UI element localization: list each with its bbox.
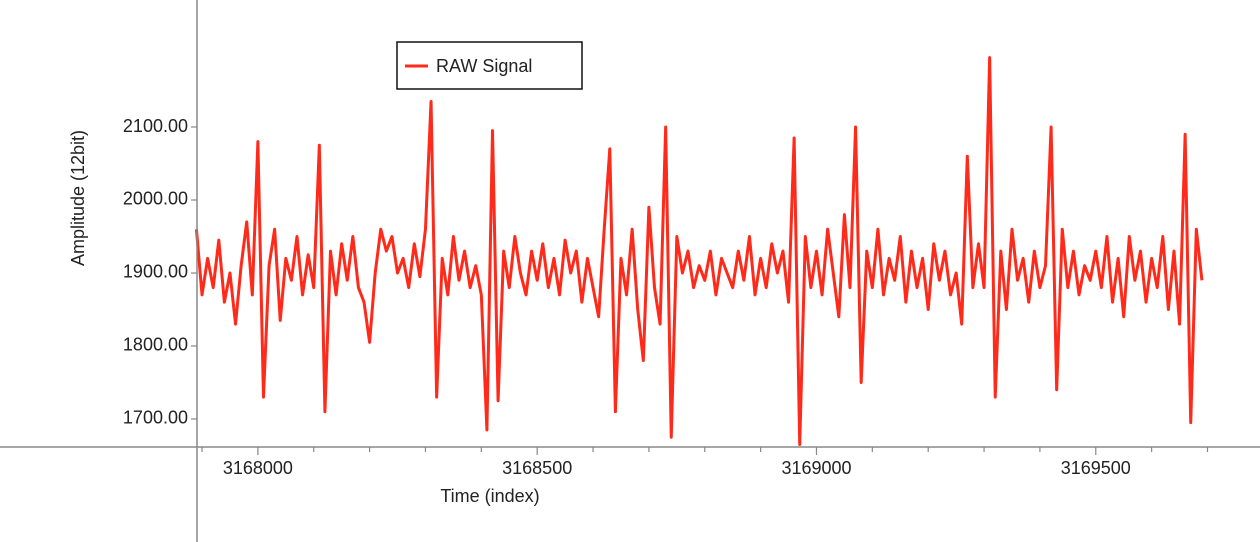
legend: RAW Signal	[396, 41, 583, 90]
y-tick-label: 1900.00	[123, 262, 188, 282]
y-tick-label: 1800.00	[123, 335, 188, 355]
x-tick-label: 3169000	[781, 458, 851, 478]
signal-line	[194, 56, 1204, 447]
legend-label: RAW Signal	[436, 56, 532, 76]
plot-area	[194, 56, 1204, 447]
x-tick-label: 3169500	[1061, 458, 1131, 478]
y-tick-label: 2100.00	[123, 116, 188, 136]
y-axis-title: Amplitude (12bit)	[68, 130, 88, 266]
x-axis-title: Time (index)	[440, 486, 539, 506]
x-tick-label: 3168500	[502, 458, 572, 478]
y-tick-label: 2000.00	[123, 189, 188, 209]
y-tick-label: 1700.00	[123, 408, 188, 428]
x-tick-label: 3168000	[223, 458, 293, 478]
